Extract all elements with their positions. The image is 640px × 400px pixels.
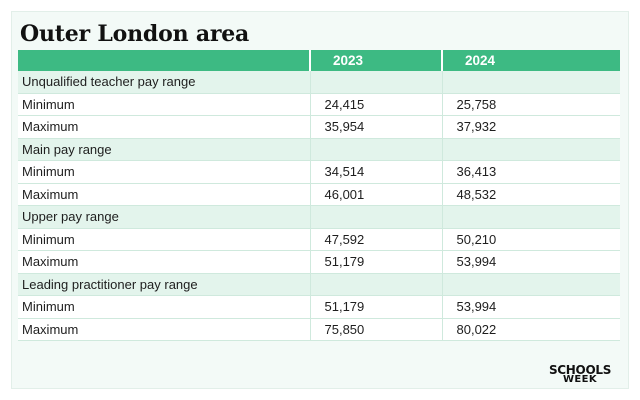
row-label: Maximum [18,115,311,139]
row-label: Minimum [18,160,311,184]
section-empty-cell [442,71,620,94]
row-label: Minimum [18,93,311,116]
column-header-2024: 2024 [442,50,620,71]
row-label: Maximum [18,250,311,274]
row-label: Minimum [18,228,311,251]
column-header-label [18,50,311,71]
value-2023: 47,592 [310,228,443,251]
table-row: Maximum 51,179 53,994 [18,250,620,274]
page-title: Outer London area [20,21,250,47]
value-2024: 48,532 [442,183,620,206]
section-label: Leading practitioner pay range [18,273,311,296]
section-empty-cell [310,71,443,94]
section-label: Unqualified teacher pay range [18,71,311,94]
table-row: Minimum 34,514 36,413 [18,160,620,184]
section-row-leading-practitioner: Leading practitioner pay range [18,273,620,296]
value-2024: 53,994 [442,250,620,274]
pay-table: 2023 2024 Unqualified teacher pay range … [18,50,620,341]
row-label: Minimum [18,295,311,319]
value-2024: 53,994 [442,295,620,319]
section-empty-cell [442,138,620,161]
value-2023: 46,001 [310,183,443,206]
row-label: Maximum [18,183,311,206]
table-row: Maximum 35,954 37,932 [18,115,620,139]
value-2024: 50,210 [442,228,620,251]
value-2023: 75,850 [310,318,443,341]
column-header-2023: 2023 [310,50,443,71]
value-2023: 34,514 [310,160,443,184]
section-row-unqualified: Unqualified teacher pay range [18,71,620,94]
value-2023: 35,954 [310,115,443,139]
section-empty-cell [442,273,620,296]
value-2023: 24,415 [310,93,443,116]
section-row-main: Main pay range [18,138,620,161]
row-label: Maximum [18,318,311,341]
table-row: Maximum 75,850 80,022 [18,318,620,341]
table-header-row: 2023 2024 [18,50,620,71]
table-row: Minimum 24,415 25,758 [18,93,620,116]
value-2023: 51,179 [310,250,443,274]
table-row: Maximum 46,001 48,532 [18,183,620,206]
value-2024: 25,758 [442,93,620,116]
logo-text-week: WEEK [562,374,598,385]
schools-week-logo: SCHOOLS WEEK [545,364,615,385]
value-2024: 80,022 [442,318,620,341]
section-label: Main pay range [18,138,311,161]
value-2024: 36,413 [442,160,620,184]
table-row: Minimum 47,592 50,210 [18,228,620,251]
section-empty-cell [310,205,443,229]
section-empty-cell [442,205,620,229]
logo-text-schools: SCHOOLS [548,363,612,377]
section-empty-cell [310,138,443,161]
value-2023: 51,179 [310,295,443,319]
section-empty-cell [310,273,443,296]
section-label: Upper pay range [18,205,311,229]
table-row: Minimum 51,179 53,994 [18,295,620,319]
value-2024: 37,932 [442,115,620,139]
section-row-upper: Upper pay range [18,205,620,229]
